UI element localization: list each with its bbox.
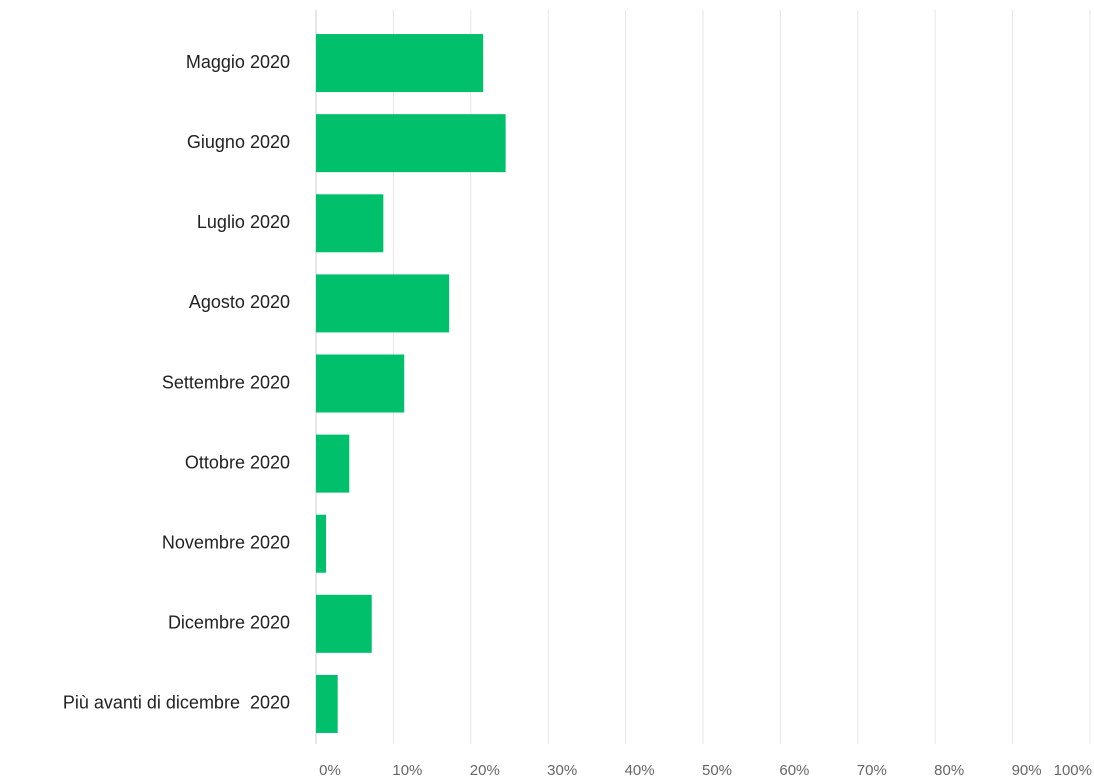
x-tick-label: 0% bbox=[319, 762, 341, 779]
x-tick-label: 80% bbox=[934, 762, 964, 779]
category-label: Luglio 2020 bbox=[197, 212, 290, 232]
x-tick-label: 40% bbox=[625, 762, 655, 779]
bar bbox=[316, 514, 327, 573]
x-tick-label: 70% bbox=[857, 762, 887, 779]
bar bbox=[316, 674, 338, 733]
category-label: Giugno 2020 bbox=[187, 132, 290, 152]
bar bbox=[316, 34, 484, 93]
category-label: Più avanti di dicembre 2020 bbox=[63, 693, 290, 713]
category-label: Dicembre 2020 bbox=[168, 613, 290, 633]
category-label: Ottobre 2020 bbox=[185, 452, 290, 472]
bar bbox=[316, 274, 450, 333]
category-label: Novembre 2020 bbox=[162, 532, 290, 552]
x-tick-label: 50% bbox=[702, 762, 732, 779]
x-tick-label: 100% bbox=[1054, 762, 1092, 779]
bar bbox=[316, 354, 405, 413]
bar bbox=[316, 194, 384, 253]
bar bbox=[316, 434, 350, 493]
bar bbox=[316, 594, 372, 653]
category-label: Maggio 2020 bbox=[186, 52, 290, 72]
x-tick-label: 30% bbox=[547, 762, 577, 779]
x-tick-label: 20% bbox=[470, 762, 500, 779]
category-label: Settembre 2020 bbox=[162, 372, 290, 392]
x-tick-label: 10% bbox=[392, 762, 422, 779]
bar bbox=[316, 114, 506, 173]
x-tick-label: 90% bbox=[1012, 762, 1042, 779]
category-label: Agosto 2020 bbox=[189, 292, 290, 312]
x-tick-label: 60% bbox=[779, 762, 809, 779]
